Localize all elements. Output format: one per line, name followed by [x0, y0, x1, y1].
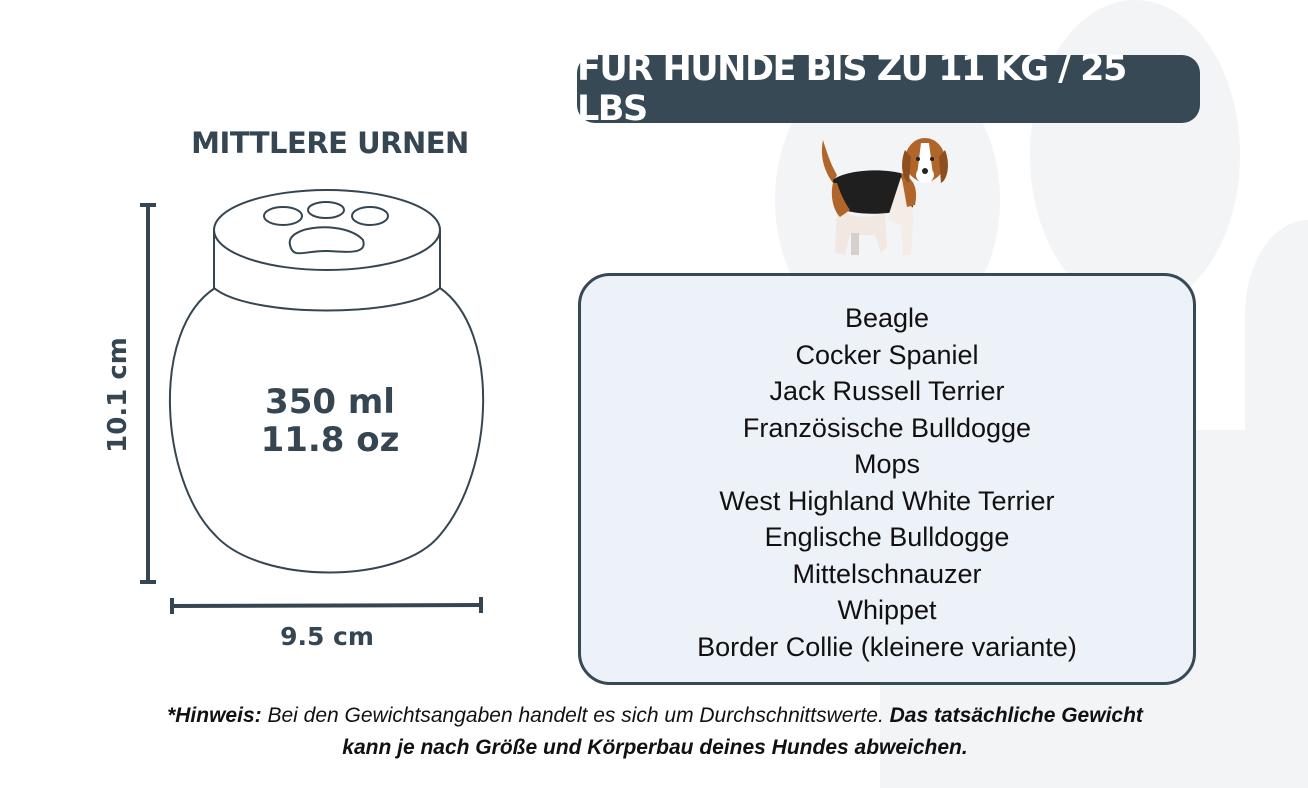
urn-volume-oz: 11.8 oz — [260, 420, 400, 460]
note-text: Bei den Gewichtsangaben handelt es sich … — [261, 704, 890, 727]
height-dimension-line — [140, 203, 156, 584]
breed-item: Border Collie (kleinere variante) — [697, 631, 1077, 662]
breed-item: West Highland White Terrier — [719, 485, 1055, 516]
note-label: *Hinweis: — [167, 704, 262, 727]
paw-print-icon — [263, 201, 389, 255]
urn-volume-ml: 350 ml — [265, 382, 395, 422]
breed-item: Französische Bulldogge — [742, 412, 1032, 443]
breed-list-box: Beagle Cocker Spaniel Jack Russell Terri… — [578, 273, 1196, 685]
breed-item: Beagle — [844, 303, 930, 333]
weight-limit-text: FÜR HUNDE BIS ZU 11 KG / 25 LBS — [577, 49, 1127, 129]
urn-width-label: 9.5 cm — [280, 622, 374, 651]
background-paw-toe — [1030, 0, 1240, 310]
breed-item: Mittelschnauzer — [792, 558, 982, 589]
urn-size-title: MITTLERE URNEN — [191, 126, 469, 160]
breed-item: Whippet — [837, 595, 937, 625]
weight-note: *Hinweis: Bei den Gewichtsangaben handel… — [150, 700, 1160, 764]
width-dimension-line — [170, 597, 483, 614]
urn-height-label: 10.1 cm — [103, 337, 133, 453]
breed-item: Englische Bulldogge — [764, 522, 1010, 552]
note-bold-text: Das tatsächliche Gewicht kann je nach Gr… — [342, 704, 1143, 759]
breed-item: Mops — [853, 449, 921, 479]
breed-item: Jack Russell Terrier — [769, 376, 1005, 406]
urn-diagram — [140, 189, 485, 614]
beagle-illustration — [821, 138, 948, 255]
weight-limit-banner: FÜR HUNDE BIS ZU 11 KG / 25 LBS — [577, 49, 1200, 129]
breed-item: Cocker Spaniel — [795, 339, 979, 370]
